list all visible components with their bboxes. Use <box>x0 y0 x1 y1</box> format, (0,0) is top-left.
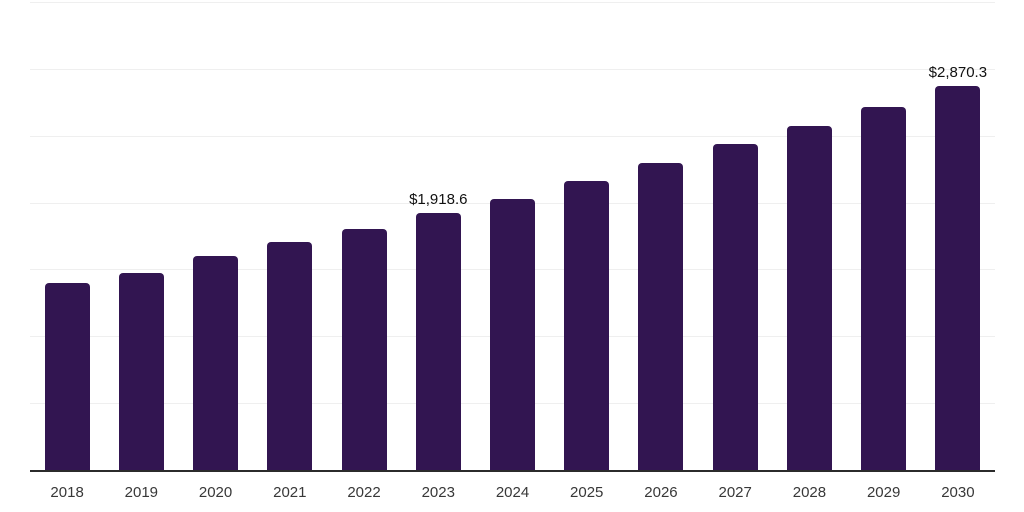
x-tick-label-2024: 2024 <box>495 484 530 501</box>
bar-2030 <box>935 86 981 470</box>
bar-value-label-2030: $2,870.3 <box>928 64 988 82</box>
gridline-2500 <box>30 135 995 137</box>
bar-2022 <box>341 228 387 470</box>
x-tick-label-2027: 2027 <box>718 484 752 501</box>
x-tick-label-2019: 2019 <box>124 484 159 501</box>
x-tick-label-2018: 2018 <box>50 484 84 501</box>
bar-2018 <box>44 282 90 470</box>
x-tick-label-2021: 2021 <box>273 484 307 501</box>
x-tick-label-2029: 2029 <box>866 484 901 501</box>
x-tick-label-2025: 2025 <box>570 484 604 501</box>
x-tick-label-2022: 2022 <box>347 484 381 501</box>
x-tick-label-2026: 2026 <box>644 484 678 501</box>
bar-2021 <box>267 242 313 470</box>
gridline-3500 <box>30 2 995 3</box>
bar-2028 <box>786 126 832 470</box>
x-tick-label-2028: 2028 <box>792 484 827 501</box>
bar-2020 <box>193 256 239 470</box>
bar-2025 <box>564 180 610 470</box>
plot-area: $1,918.6 $2,870.3 <box>30 2 995 472</box>
bar-value-label-2023: $1,918.6 <box>409 191 468 209</box>
bar-2024 <box>490 198 535 470</box>
x-tick-label-2020: 2020 <box>198 484 233 501</box>
x-tick-label-2030: 2030 <box>941 484 975 501</box>
bar-2019 <box>118 273 164 470</box>
bar-2029 <box>861 106 907 470</box>
gridline-3000 <box>30 68 995 70</box>
bar-2026 <box>638 163 684 470</box>
bar-2023 <box>415 213 461 470</box>
x-axis: 2018 2019 2020 2021 2022 2023 2024 2025 2026 2027… <box>30 484 995 504</box>
bar-2027 <box>712 144 758 470</box>
x-tick-label-2023: 2023 <box>421 484 455 501</box>
